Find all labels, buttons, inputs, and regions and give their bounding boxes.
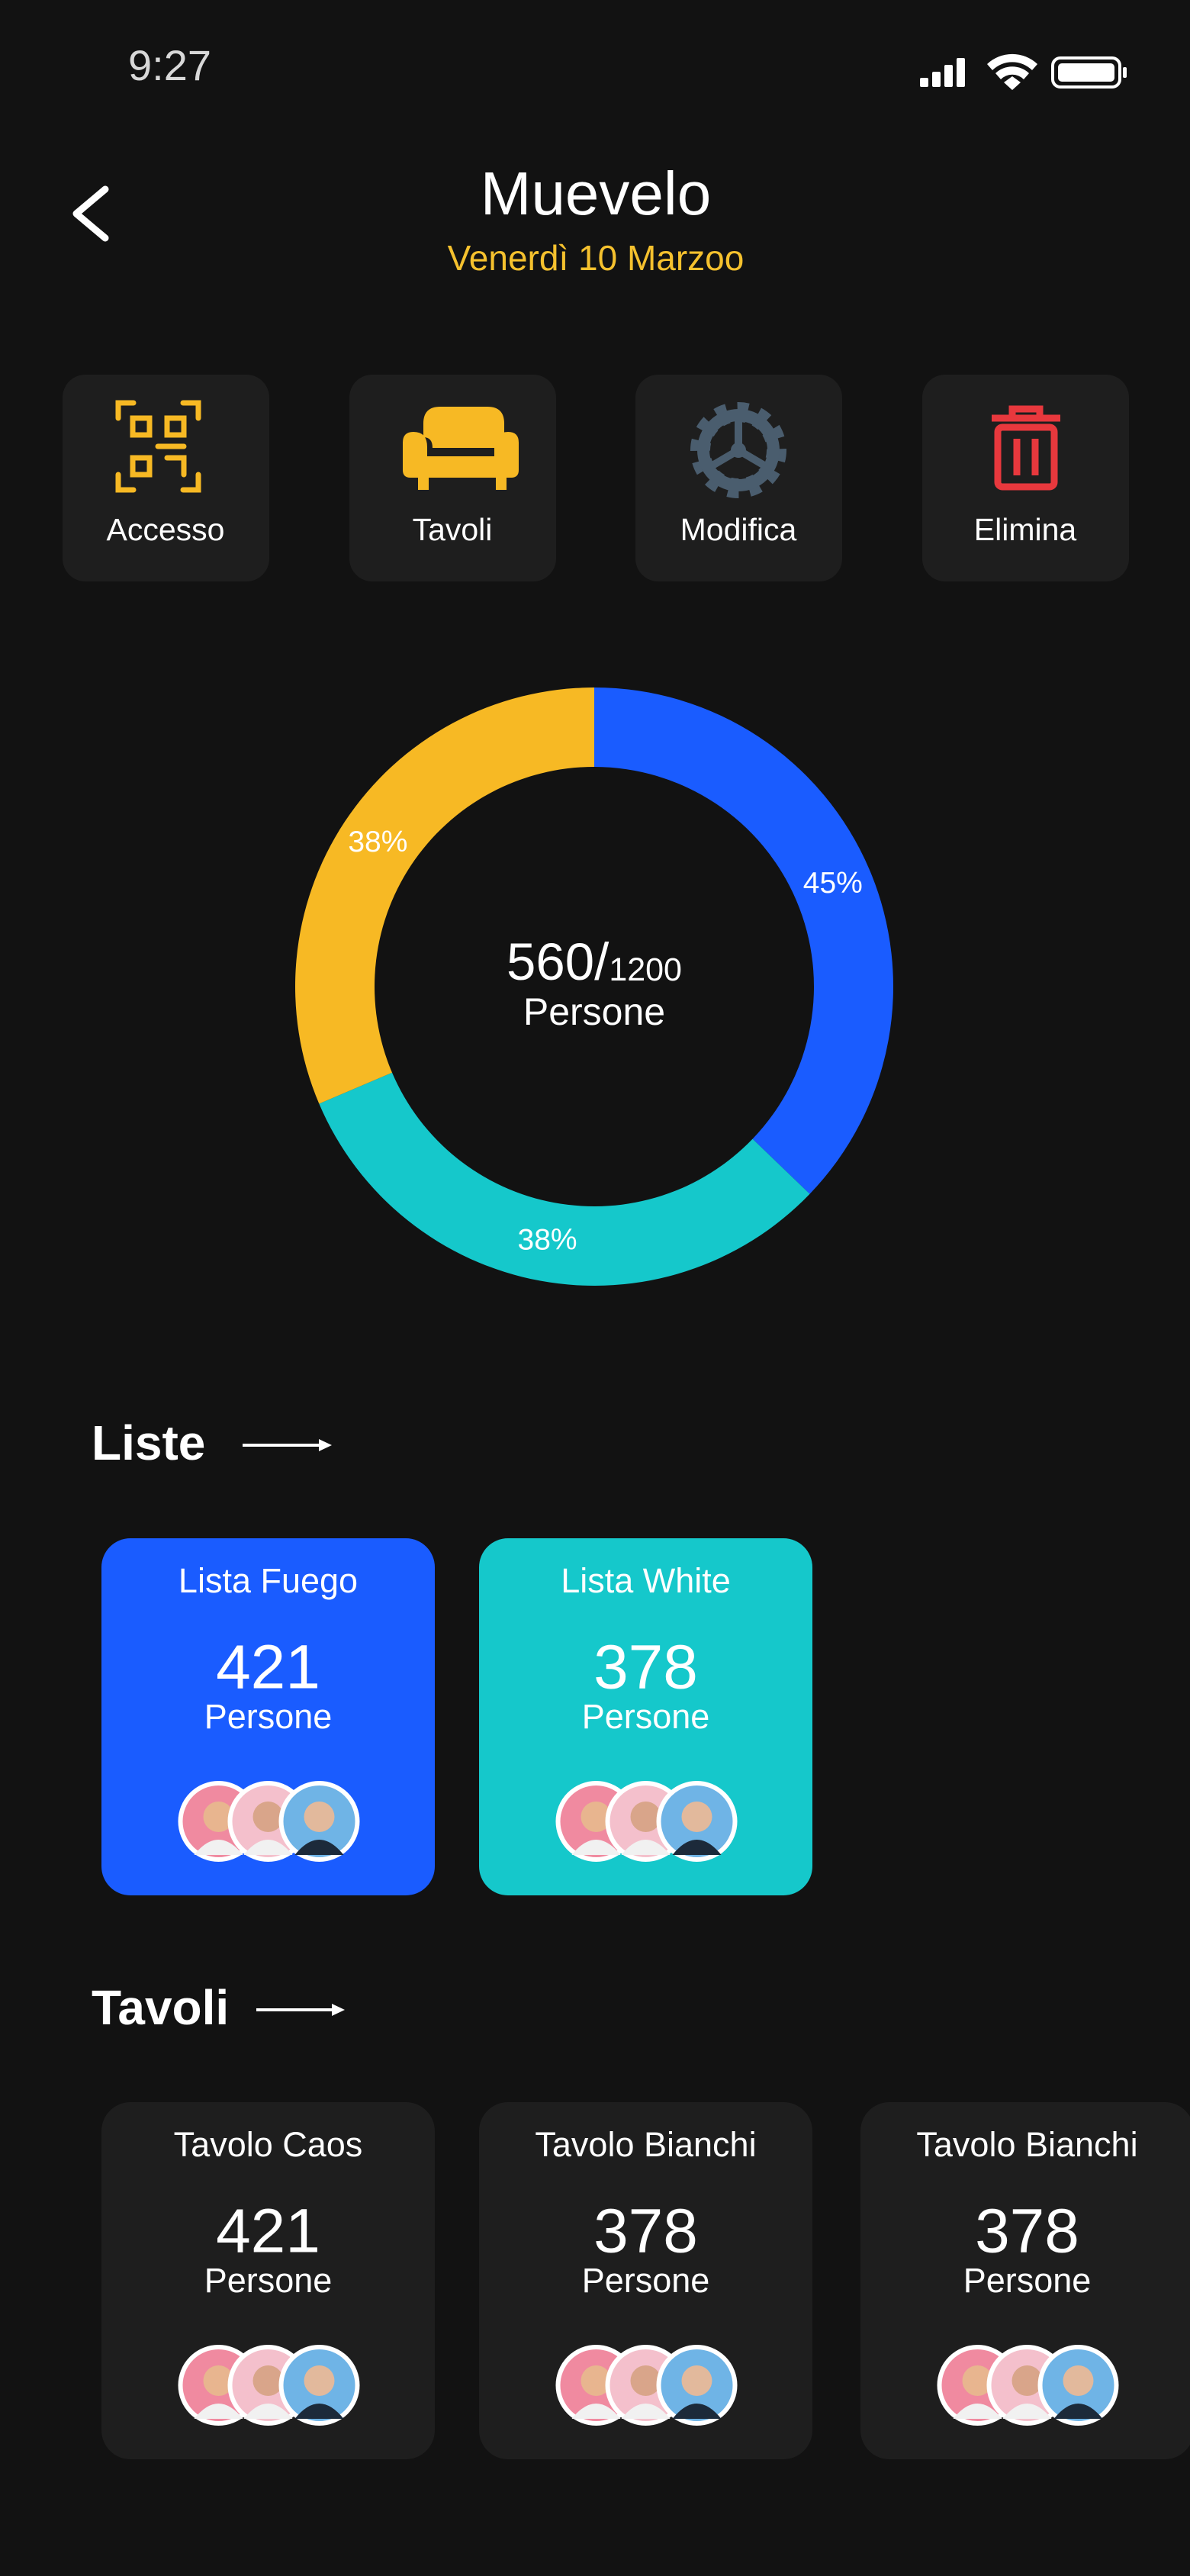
donut-total: 560/1200 — [507, 932, 682, 991]
avatar — [278, 2345, 360, 2426]
back-button[interactable] — [72, 185, 109, 242]
donut-capacity: 1200 — [609, 952, 682, 988]
avatar-body — [953, 2404, 1002, 2419]
avatar-face — [1063, 2365, 1094, 2396]
avatar-body — [294, 2404, 344, 2419]
avatar-face — [581, 1802, 612, 1832]
card-count: 421 — [216, 2197, 320, 2266]
avatar-face — [203, 1802, 234, 1832]
donut-count: 560 — [507, 932, 594, 991]
action-label: Elimina — [974, 512, 1077, 547]
avatar-body — [194, 1840, 243, 1855]
card-unit: Persone — [204, 2261, 333, 2300]
card-name: Tavolo Bianchi — [916, 2125, 1137, 2164]
avatar-body — [1053, 2404, 1103, 2419]
avatar-face — [304, 2365, 335, 2396]
donut-chart: 45% 38% 38% — [294, 687, 893, 1286]
status-time: 9:27 — [128, 41, 211, 89]
avatar-body — [621, 2404, 671, 2419]
avatar-body — [672, 2404, 722, 2419]
action-elimina[interactable]: Elimina — [922, 375, 1129, 581]
action-accesso[interactable]: Accesso — [63, 375, 269, 581]
avatar-body — [1002, 2404, 1052, 2419]
card-unit: Persone — [582, 1697, 710, 1736]
card-name: Tavolo Caos — [174, 2125, 363, 2164]
avatar-body — [194, 2404, 243, 2419]
donut-label: 38% — [348, 826, 407, 858]
avatar — [656, 1781, 738, 1862]
avatar-body — [571, 1840, 621, 1855]
section-arrow[interactable] — [256, 2004, 345, 2016]
avatar — [278, 1781, 360, 1862]
donut-segment — [594, 687, 893, 1194]
avatar-body — [243, 2404, 293, 2419]
section-arrow[interactable] — [243, 1439, 332, 1451]
section-title: Liste — [92, 1415, 205, 1470]
avatar-face — [630, 2365, 661, 2396]
card-count: 378 — [975, 2197, 1079, 2266]
avatar — [656, 2345, 738, 2426]
status-icons — [920, 53, 1127, 90]
avatar-face — [962, 2365, 993, 2396]
section-title: Tavoli — [92, 1980, 229, 2035]
card-count: 421 — [216, 1633, 320, 1702]
avatar — [1037, 2345, 1119, 2426]
card-name: Tavolo Bianchi — [535, 2125, 756, 2164]
card-unit: Persone — [582, 2261, 710, 2300]
card-count: 378 — [593, 2197, 698, 2266]
avatar-face — [203, 2365, 234, 2396]
avatar-face — [681, 2365, 712, 2396]
donut-unit: Persone — [523, 990, 665, 1033]
action-tavoli[interactable]: Tavoli — [349, 375, 556, 581]
avatar-body — [243, 1840, 293, 1855]
action-label: Tavoli — [413, 512, 493, 547]
card-name: Lista White — [561, 1561, 731, 1600]
donut-segment — [294, 687, 594, 1104]
avatar-face — [1011, 2365, 1043, 2396]
avatar-face — [252, 2365, 284, 2396]
avatar-face — [681, 1802, 712, 1832]
donut-separator: / — [594, 932, 609, 991]
avatar-body — [621, 1840, 671, 1855]
avatar-body — [672, 1840, 722, 1855]
card-unit: Persone — [204, 1697, 333, 1736]
subtitle: Venerdì 10 Marzoo — [448, 238, 745, 278]
donut-label: 38% — [518, 1224, 577, 1257]
avatar-face — [304, 1802, 335, 1832]
avatar-face — [630, 1802, 661, 1832]
donut-label: 45% — [803, 867, 863, 900]
avatar-body — [571, 2404, 621, 2419]
avatar-face — [252, 1802, 284, 1832]
action-label: Modifica — [680, 512, 797, 547]
donut-segment — [319, 1072, 810, 1286]
avatar-face — [581, 2365, 612, 2396]
title: Muevelo — [481, 159, 711, 227]
card-count: 378 — [593, 1633, 698, 1702]
card-name: Lista Fuego — [178, 1561, 358, 1600]
action-label: Accesso — [107, 512, 225, 547]
action-modifica[interactable]: Modifica — [635, 375, 842, 581]
avatar-body — [294, 1840, 344, 1855]
card-unit: Persone — [963, 2261, 1092, 2300]
